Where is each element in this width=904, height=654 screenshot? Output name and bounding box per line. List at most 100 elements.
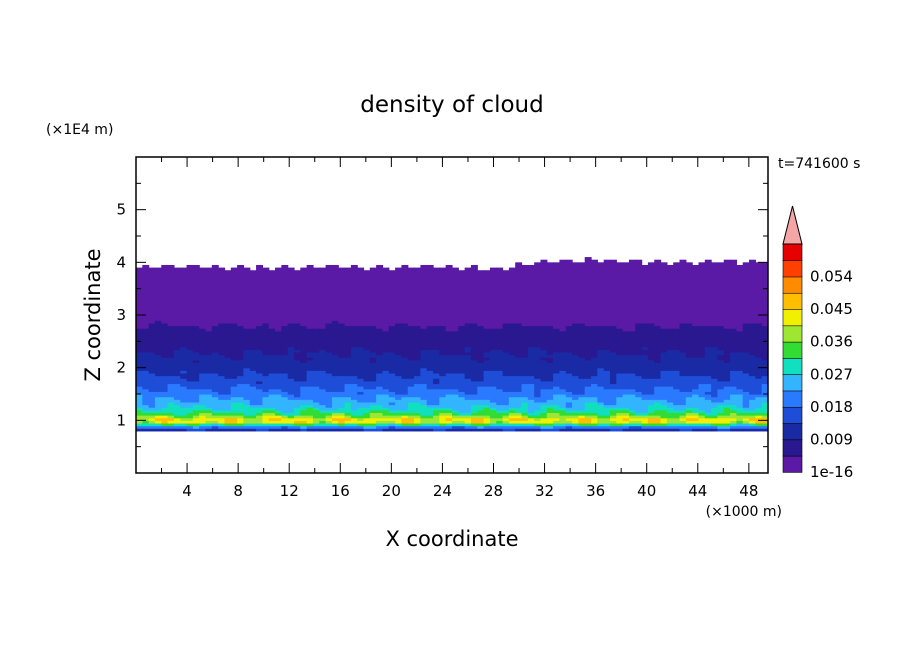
density-cell [477, 399, 485, 403]
density-cell [635, 346, 643, 350]
density-cell [559, 270, 567, 274]
density-cell [376, 362, 384, 366]
density-cell [192, 343, 200, 348]
density-cell [363, 301, 371, 306]
density-cell [136, 375, 143, 379]
density-cell [262, 407, 270, 411]
density-cell [167, 399, 175, 403]
density-cell [224, 270, 232, 274]
density-cell [319, 299, 327, 303]
density-cell [211, 399, 219, 403]
density-cell [249, 299, 257, 303]
density-cell [136, 275, 143, 279]
density-cell [603, 354, 611, 358]
density-cell [287, 399, 295, 403]
density-cell [496, 396, 504, 400]
density-cell [452, 380, 459, 385]
density-cell [426, 388, 434, 392]
density-cell [502, 386, 510, 390]
density-cell [331, 372, 339, 377]
density-cell [312, 288, 320, 292]
density-cell [363, 286, 371, 290]
density-cell [180, 330, 188, 335]
density-cell [382, 404, 390, 408]
density-cell [306, 412, 314, 416]
density-cell [483, 333, 491, 337]
density-cell [357, 301, 365, 306]
density-cell [294, 391, 301, 395]
density-cell [508, 415, 516, 419]
density-cell [572, 280, 579, 284]
density-cell [527, 428, 535, 432]
density-cell [508, 280, 516, 284]
density-cell [464, 325, 472, 329]
density-cell [540, 349, 548, 353]
density-cell [262, 370, 270, 374]
density-cell [357, 286, 365, 290]
density-cell [521, 422, 529, 427]
density-cell [173, 399, 181, 403]
density-cell [275, 428, 282, 432]
density-cell [622, 349, 630, 353]
density-cell [167, 378, 175, 382]
density-cell [376, 343, 384, 348]
density-cell [458, 365, 466, 369]
density-cell [540, 365, 548, 369]
density-cell [180, 396, 188, 400]
density-cell [572, 270, 579, 274]
density-cell [306, 396, 314, 400]
density-cell [186, 280, 194, 284]
density-cell [388, 409, 396, 414]
density-cell [180, 372, 188, 377]
density-cell [452, 420, 459, 424]
density-cell [388, 288, 396, 292]
density-cell [180, 420, 188, 424]
density-cell [369, 401, 377, 406]
density-cell [369, 270, 377, 274]
density-cell [287, 409, 295, 414]
density-cell [515, 328, 523, 332]
density-cell [376, 288, 384, 292]
density-cell [540, 338, 548, 342]
density-cell [186, 401, 194, 406]
density-cell [540, 346, 548, 350]
density-cell [136, 330, 143, 335]
density-cell [597, 386, 605, 390]
density-cell [540, 283, 548, 287]
density-cell [622, 309, 630, 313]
density-cell [376, 330, 384, 335]
density-cell [420, 357, 428, 361]
density-cell [243, 312, 251, 316]
density-cell [224, 280, 232, 284]
density-cell [161, 357, 169, 361]
density-cell [205, 404, 213, 408]
density-cell [420, 391, 428, 395]
density-cell [338, 359, 346, 363]
density-cell [256, 333, 263, 337]
density-cell [395, 367, 403, 371]
density-cell [483, 336, 491, 340]
density-cell [192, 428, 200, 432]
density-cell [319, 425, 327, 429]
density-cell [275, 401, 282, 406]
density-cell [622, 330, 630, 335]
density-cell [287, 378, 295, 382]
density-cell [192, 304, 200, 308]
density-cell [395, 317, 403, 321]
density-cell [312, 425, 320, 429]
density-cell [319, 415, 327, 419]
density-cell [287, 370, 295, 374]
density-cell [186, 309, 194, 313]
density-cell [489, 420, 497, 424]
density-cell [477, 359, 485, 363]
density-cell [610, 280, 617, 284]
density-cell [420, 283, 428, 287]
density-cell [622, 422, 630, 427]
density-cell [294, 286, 301, 290]
density-cell [275, 304, 282, 308]
density-cell [173, 422, 181, 427]
density-cell [426, 375, 434, 379]
density-cell [470, 420, 478, 424]
density-cell [256, 309, 263, 313]
density-cell [205, 346, 213, 350]
